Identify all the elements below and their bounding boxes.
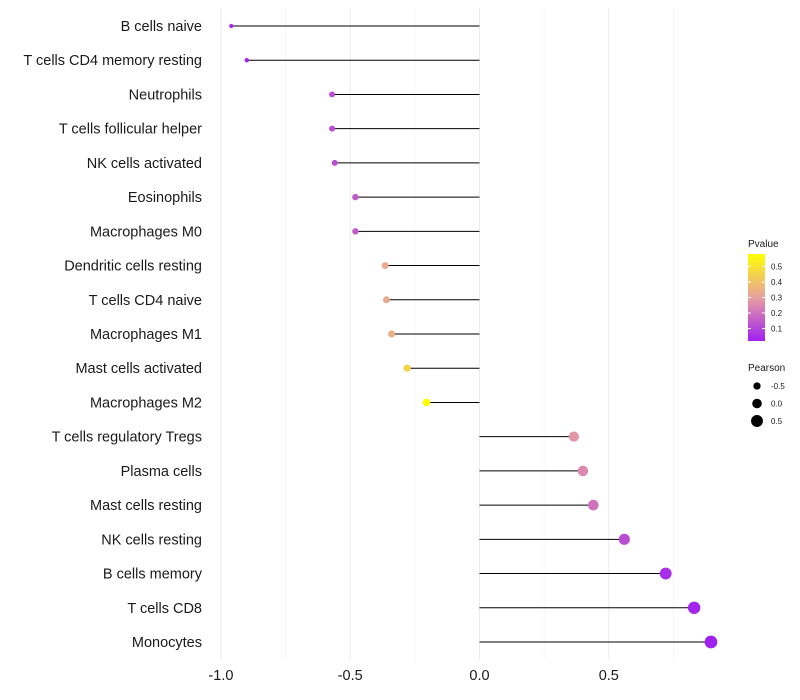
lollipop-point	[704, 635, 718, 649]
y-tick-label: Dendritic cells resting	[64, 259, 202, 275]
y-tick-label: B cells naive	[121, 19, 202, 35]
lollipop-point	[244, 57, 250, 63]
points	[229, 23, 718, 649]
y-tick-label: T cells CD8	[127, 601, 202, 617]
lollipop-point	[587, 499, 599, 511]
pearson-legend-title: Pearson	[748, 363, 785, 374]
lollipop-point	[381, 262, 389, 270]
size-key-label: -0.5	[771, 382, 785, 391]
y-tick-label: T cells follicular helper	[59, 122, 202, 138]
x-tick-label: -0.5	[338, 668, 363, 684]
y-tick-label: Mast cells resting	[90, 498, 202, 514]
y-tick-label: NK cells activated	[87, 156, 202, 172]
lollipop-point	[331, 159, 338, 166]
y-tick-label: Macrophages M2	[90, 395, 202, 411]
y-tick-label: B cells memory	[103, 567, 203, 583]
size-key-dot	[753, 382, 761, 390]
y-tick-label: NK cells resting	[101, 532, 202, 548]
lollipop-point	[568, 431, 580, 442]
y-tick-label: Macrophages M0	[90, 224, 202, 240]
y-tick-label: T cells regulatory Tregs	[52, 430, 202, 446]
lollipop-point	[388, 330, 396, 338]
lollipop-point	[329, 125, 336, 132]
colorbar-tick-label: 0.4	[771, 278, 783, 287]
colorbar-tick-label: 0.1	[771, 325, 783, 334]
lollipop-point	[352, 228, 359, 235]
size-key-dot	[752, 398, 762, 409]
y-tick-label: Eosinophils	[128, 190, 202, 206]
y-tick-label: Plasma cells	[121, 464, 202, 480]
colorbar-tick-label: 0.5	[771, 262, 783, 271]
y-tick-label: Neutrophils	[129, 87, 202, 103]
lollipop-point	[659, 567, 672, 580]
pvalue-colorbar	[748, 254, 765, 341]
y-axis-labels: B cells naive T cells CD4 memory resting N…	[23, 19, 202, 651]
y-tick-label: Macrophages M1	[90, 327, 202, 343]
x-tick-label: -1.0	[208, 668, 233, 684]
lollipop-point	[403, 364, 411, 372]
lollipop-point	[577, 465, 589, 477]
y-tick-label: Monocytes	[132, 635, 202, 651]
lollipop-point	[229, 23, 234, 29]
size-key-label: 0.0	[771, 400, 783, 409]
x-tick-label: 0.5	[599, 668, 619, 684]
lollipop-point	[352, 193, 359, 201]
x-axis-tick-labels: -1.0 -0.5 0.0 0.5	[208, 668, 618, 684]
colorbar-tick-label: 0.3	[771, 294, 783, 303]
lollipop-point	[329, 91, 336, 98]
lollipop-point	[618, 533, 630, 545]
x-tick-label: 0.0	[469, 668, 489, 684]
y-tick-label: T cells CD4 naive	[89, 293, 202, 309]
size-key-dot	[751, 415, 763, 427]
lollipop-point	[382, 296, 390, 304]
size-key-label: 0.5	[771, 417, 783, 426]
colorbar-tick-label: 0.2	[771, 309, 783, 318]
lollipop-point	[422, 398, 431, 407]
pvalue-legend-title: Pvalue	[748, 239, 779, 250]
y-tick-label: Mast cells activated	[75, 361, 202, 377]
lollipop-point	[687, 601, 701, 614]
y-tick-label: T cells CD4 memory resting	[23, 53, 202, 69]
pearson-legend: Pearson -0.5 0.0 0.5	[748, 363, 785, 427]
pvalue-legend: Pvalue 0.1 0.2 0.3 0.4 0.5	[748, 239, 783, 341]
segments	[231, 25, 711, 643]
